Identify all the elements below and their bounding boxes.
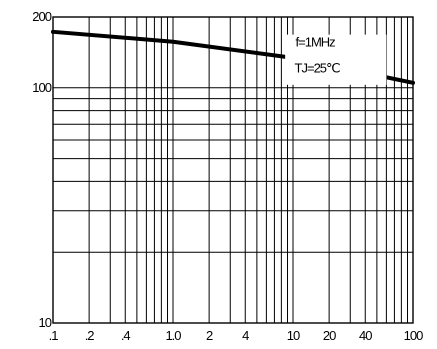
annotation-temperature: TJ=25℃	[295, 61, 340, 76]
x-tick-label: 20	[323, 328, 336, 343]
x-tick-label: .1	[49, 328, 59, 343]
x-tick-label: .4	[121, 328, 131, 343]
x-tick-label: 10	[287, 328, 300, 343]
x-tick-label: 40	[359, 328, 372, 343]
x-tick-label: 1.0	[165, 328, 181, 343]
y-tick-label: 100	[32, 80, 51, 95]
annotation-box: f=1MHz TJ=25℃	[285, 34, 387, 85]
x-tick-label: 4	[242, 328, 249, 343]
x-tick-labels: .1 .2 .4 1.0 2 4 10 20 40 100	[49, 328, 425, 343]
y-tick-label: 200	[32, 9, 51, 24]
annotation-frequency: f=1MHz	[296, 34, 336, 49]
x-tick-label: 2	[206, 328, 213, 343]
y-tick-labels: 10 100 200	[32, 9, 52, 330]
plot-area-frame	[52, 16, 414, 324]
x-tick-label: .2	[85, 328, 95, 343]
x-minor-gridlines	[52, 17, 414, 323]
x-tick-label: 100	[404, 328, 423, 343]
annotation-background	[285, 34, 387, 85]
y-tick-label: 10	[39, 315, 52, 330]
